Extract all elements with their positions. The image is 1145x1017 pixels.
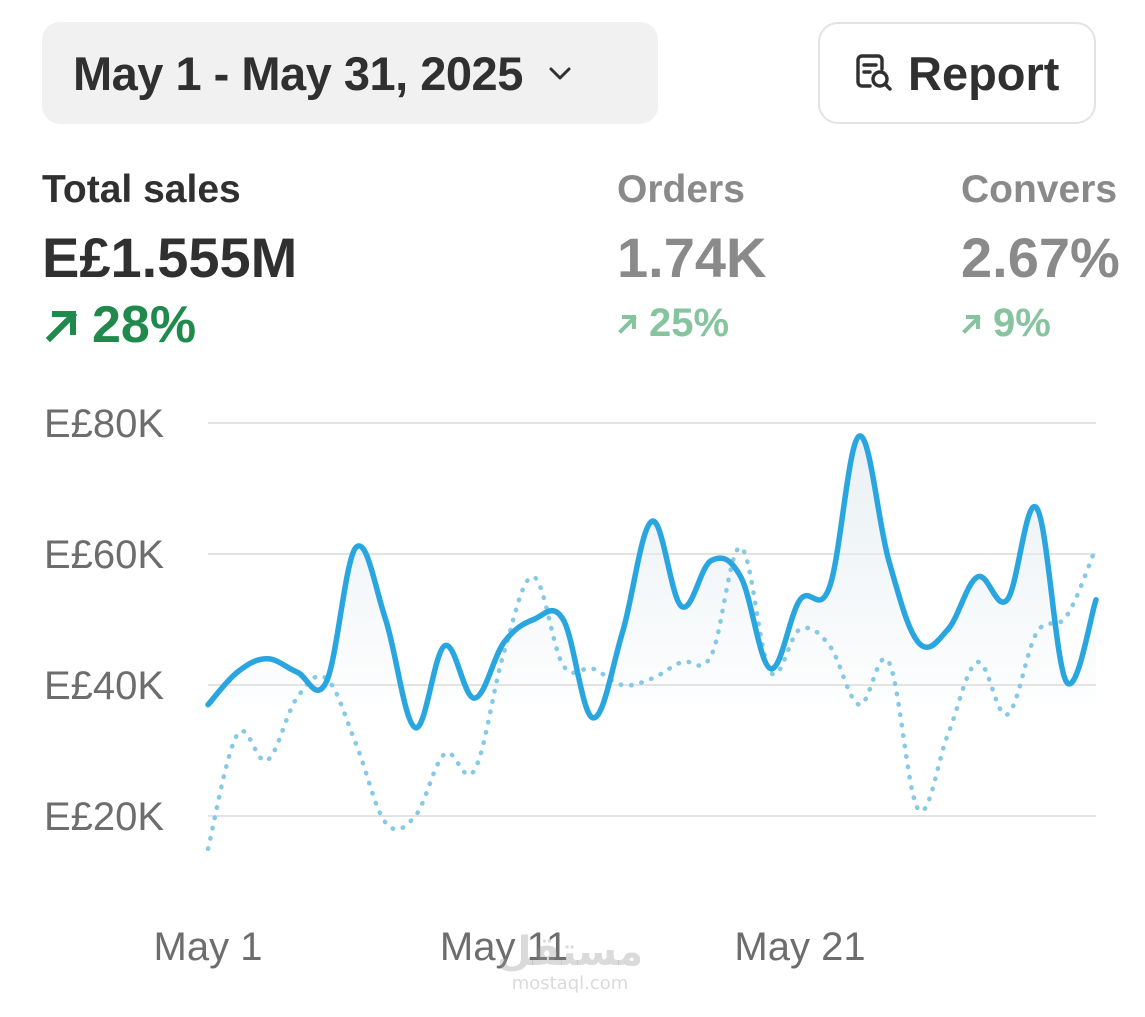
data-point: [265, 657, 269, 661]
report-search-icon: [852, 51, 896, 95]
data-point: [768, 667, 772, 671]
data-point: [532, 618, 536, 622]
data-point: [680, 604, 684, 608]
metric-change-value: 28%: [92, 296, 197, 354]
metric-change: 9%: [961, 301, 1145, 346]
y-tick-label: E£20K: [44, 795, 164, 839]
data-point: [443, 644, 447, 648]
data-point: [650, 519, 654, 523]
data-point: [1064, 680, 1068, 684]
x-tick-label: May 1: [154, 925, 263, 969]
data-point: [324, 680, 328, 684]
metric-change: 25%: [617, 301, 766, 346]
data-point: [561, 618, 565, 622]
data-point: [976, 575, 980, 579]
data-point: [384, 618, 388, 622]
data-point: [236, 670, 240, 674]
area-fill: [208, 435, 1096, 728]
metric-change: 28%: [42, 295, 297, 355]
metric-conversion[interactable]: Convers 2.67% 9%: [961, 165, 1145, 346]
data-point: [828, 585, 832, 589]
sales-line-chart[interactable]: E£80K E£60K E£40K E£20K May 1 May 11 May 21: [0, 380, 1145, 980]
metric-label: Total sales: [42, 168, 241, 211]
data-point: [295, 670, 299, 674]
metric-value: E£1.555M: [42, 226, 298, 289]
metric-orders[interactable]: Orders 1.74K 25%: [617, 165, 766, 346]
date-range-picker[interactable]: May 1 - May 31, 2025: [42, 22, 658, 124]
report-button-label: Report: [908, 46, 1060, 100]
data-point: [1094, 598, 1098, 602]
metric-label: Orders: [617, 168, 745, 211]
y-tick-label: E£80K: [44, 402, 164, 446]
arrow-up-right-icon: [617, 313, 639, 335]
series-line-current: [205, 433, 1099, 731]
data-point: [916, 640, 920, 644]
data-point: [472, 696, 476, 700]
data-point: [709, 559, 713, 563]
metric-total-sales[interactable]: Total sales E£1.555M 28%: [42, 165, 297, 355]
y-tick-label: E£40K: [44, 664, 164, 708]
data-point: [739, 575, 743, 579]
data-point: [946, 627, 950, 631]
data-point: [206, 703, 210, 707]
metric-change-value: 9%: [993, 301, 1051, 345]
x-tick-label: May 11: [440, 925, 568, 969]
report-button[interactable]: Report: [818, 22, 1096, 124]
data-point: [857, 434, 861, 438]
y-tick-label: E£60K: [44, 533, 164, 577]
data-point: [413, 726, 417, 730]
data-point: [1035, 506, 1039, 510]
metric-label: Convers: [961, 168, 1118, 211]
date-range-label: May 1 - May 31, 2025: [73, 46, 523, 100]
x-tick-label: May 21: [734, 925, 865, 969]
arrow-up-right-icon: [961, 313, 983, 335]
data-point: [354, 545, 358, 549]
data-point: [502, 640, 506, 644]
metric-value: 2.67%: [961, 226, 1120, 289]
metric-value: 1.74K: [617, 226, 767, 289]
metric-change-value: 25%: [649, 301, 730, 345]
data-point: [798, 598, 802, 602]
data-point: [591, 716, 595, 720]
data-point: [1005, 598, 1009, 602]
data-point: [620, 631, 624, 635]
data-point: [887, 559, 891, 563]
chevron-down-icon: [545, 58, 575, 88]
arrow-up-right-icon: [42, 305, 82, 345]
